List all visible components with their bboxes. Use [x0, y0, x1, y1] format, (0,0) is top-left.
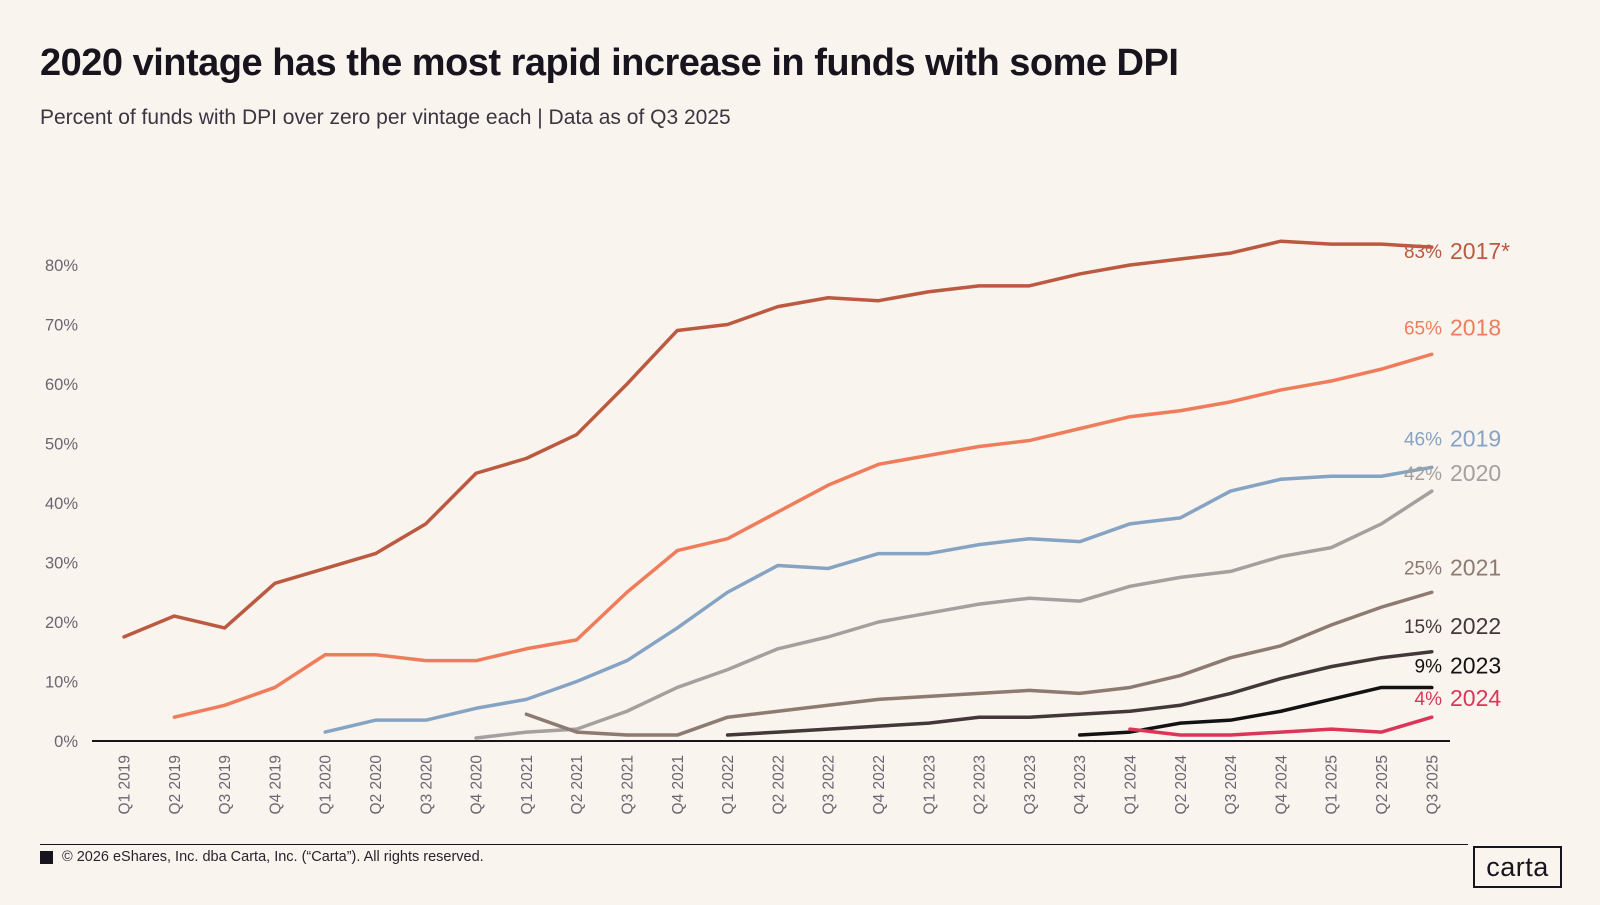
x-axis-tick-label: Q2 2023	[972, 755, 989, 814]
series-end-value-2021: 25%	[1404, 558, 1442, 579]
x-axis-tick-label: Q2 2019	[167, 755, 184, 814]
x-axis-tick-label: Q1 2019	[117, 755, 134, 814]
series-line-2022	[725, 650, 1434, 737]
series-line-2021	[524, 590, 1434, 737]
x-axis-tick-label: Q1 2024	[1123, 755, 1140, 815]
x-axis-tick-label: Q1 2025	[1324, 755, 1341, 814]
x-axis-tick-label: Q4 2020	[469, 755, 486, 815]
series-line-2020	[474, 489, 1434, 740]
x-axis-tick-label: Q3 2024	[1223, 755, 1240, 815]
y-axis-tick-label: 70%	[45, 317, 78, 335]
y-axis-tick-label: 0%	[54, 733, 78, 751]
y-axis-tick-label: 50%	[45, 436, 78, 454]
y-axis-tick-label: 80%	[45, 257, 78, 275]
carta-logo-text: carta	[1486, 851, 1549, 882]
x-axis-tick-label: Q2 2024	[1173, 755, 1190, 815]
footer-square-mark	[40, 851, 53, 864]
x-axis-tick-label: Q2 2025	[1374, 755, 1391, 814]
x-axis-tick-label: Q4 2019	[267, 755, 284, 814]
series-end-value-2023: 9%	[1415, 656, 1443, 677]
y-axis-tick-label: 40%	[45, 495, 78, 513]
series-line-2024	[1128, 715, 1434, 737]
x-axis-tick-label: Q2 2021	[569, 755, 586, 814]
x-axis-tick-label: Q3 2025	[1424, 755, 1441, 814]
series-line-2019	[323, 465, 1434, 734]
series-end-year-2017: 2017*	[1450, 238, 1510, 264]
x-axis-tick-label: Q3 2019	[217, 755, 234, 814]
series-end-year-2018: 2018	[1450, 314, 1501, 340]
series-end-value-2017: 83%	[1404, 242, 1442, 263]
x-axis-tick-label: Q3 2023	[1022, 755, 1039, 814]
series-end-year-2024: 2024	[1450, 685, 1501, 711]
series-end-year-2023: 2023	[1450, 652, 1501, 678]
page-title: 2020 vintage has the most rapid increase…	[40, 42, 1179, 84]
series-end-value-2020: 42%	[1404, 464, 1442, 485]
x-axis-tick-label: Q4 2023	[1072, 755, 1089, 814]
x-axis-tick-label: Q4 2022	[871, 755, 888, 814]
x-axis-tick-label: Q1 2023	[921, 755, 938, 814]
series-end-value-2019: 46%	[1404, 429, 1442, 450]
x-axis-tick-label: Q1 2020	[318, 755, 335, 815]
series-end-year-2019: 2019	[1450, 425, 1501, 451]
x-axis-tick-label: Q4 2024	[1273, 755, 1290, 815]
page-subtitle: Percent of funds with DPI over zero per …	[40, 106, 731, 129]
series-end-value-2018: 65%	[1404, 318, 1442, 339]
carta-logo: carta	[1473, 846, 1562, 888]
x-axis-tick-label: Q3 2022	[821, 755, 838, 814]
x-axis-tick-label: Q1 2021	[519, 755, 536, 814]
footer-copyright: © 2026 eShares, Inc. dba Carta, Inc. (“C…	[62, 849, 484, 865]
x-axis-tick-label: Q3 2020	[418, 755, 435, 815]
y-axis-tick-label: 60%	[45, 376, 78, 394]
series-end-value-2024: 4%	[1415, 689, 1443, 710]
y-axis-tick-label: 20%	[45, 614, 78, 632]
y-axis-tick-label: 30%	[45, 555, 78, 573]
x-axis-tick-label: Q1 2022	[720, 755, 737, 814]
series-line-2017	[122, 239, 1434, 639]
series-end-year-2022: 2022	[1450, 613, 1501, 639]
x-axis-tick-label: Q4 2021	[670, 755, 687, 814]
x-axis-tick-label: Q3 2021	[620, 755, 637, 814]
y-axis-tick-label: 10%	[45, 674, 78, 692]
x-axis-tick-label: Q2 2020	[368, 755, 385, 815]
series-line-2018	[172, 352, 1434, 719]
series-end-year-2021: 2021	[1450, 554, 1501, 580]
series-end-value-2022: 15%	[1404, 617, 1442, 638]
footer-divider	[40, 844, 1468, 845]
series-end-year-2020: 2020	[1450, 460, 1501, 486]
x-axis-tick-label: Q2 2022	[770, 755, 787, 814]
